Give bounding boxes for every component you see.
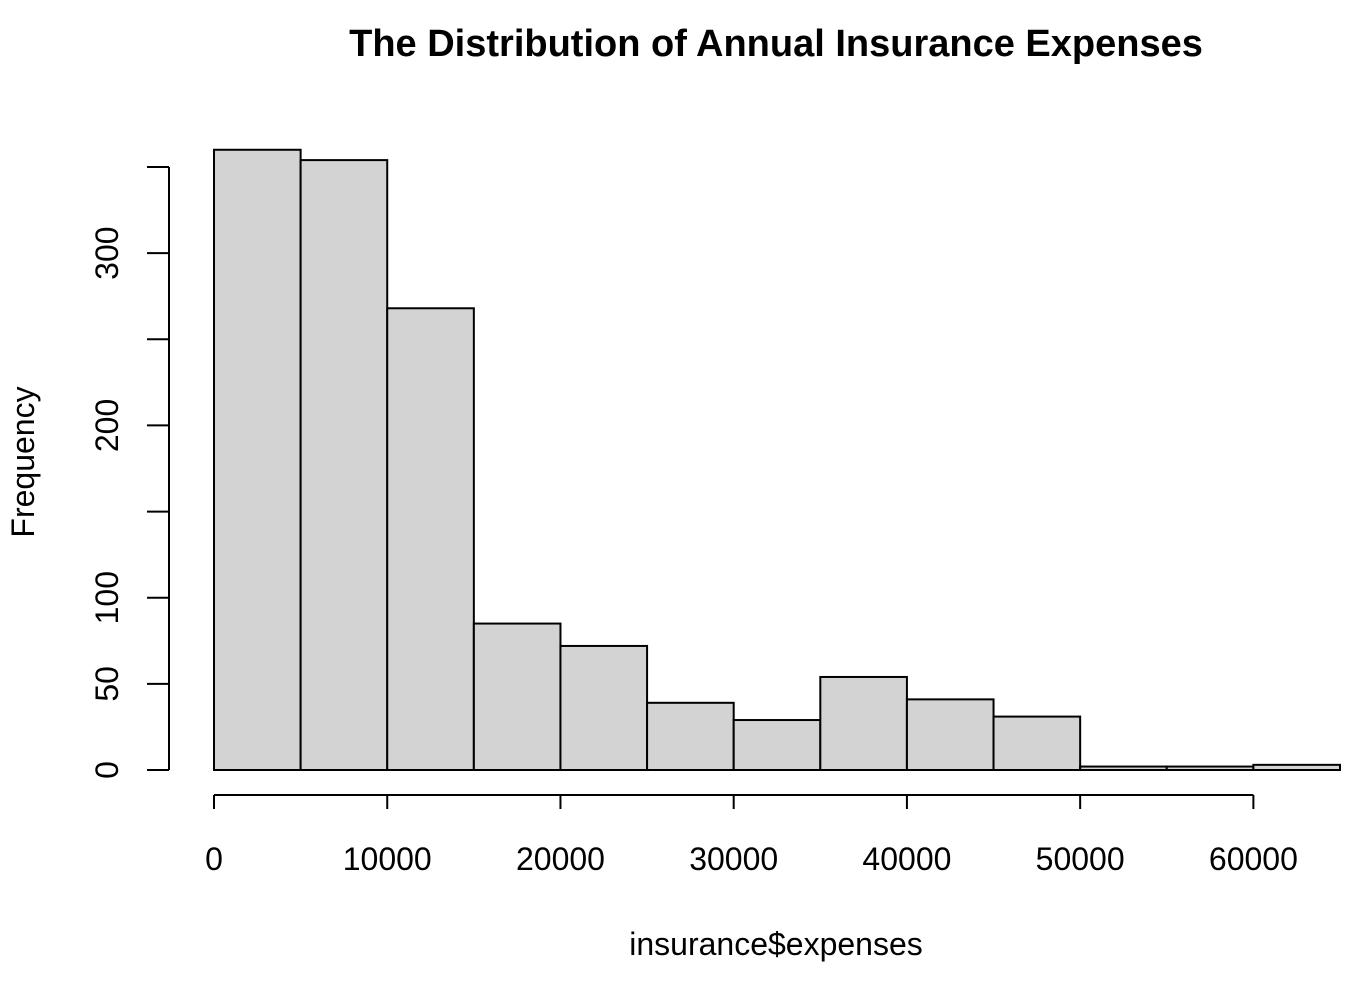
y-tick-label: 50 bbox=[89, 666, 125, 702]
histogram-bar bbox=[386, 307, 475, 771]
y-tick-label: 0 bbox=[89, 761, 125, 779]
histogram-bar bbox=[819, 675, 908, 771]
x-axis-label: insurance$expenses bbox=[629, 926, 923, 962]
chart-title: The Distribution of Annual Insurance Exp… bbox=[349, 23, 1203, 65]
y-tick-label: 200 bbox=[89, 399, 125, 452]
histogram-bar bbox=[905, 698, 995, 771]
x-tick-label: 20000 bbox=[516, 841, 605, 877]
histogram-bar bbox=[1252, 763, 1342, 771]
y-axis: 0 50 100 200 300 bbox=[89, 166, 170, 779]
histogram-bar bbox=[1079, 765, 1168, 771]
histogram-bar bbox=[1165, 765, 1255, 771]
histogram-bar bbox=[646, 701, 735, 772]
bars-group bbox=[213, 148, 1342, 772]
x-tick-label: 10000 bbox=[343, 841, 432, 877]
histogram-bar bbox=[559, 644, 649, 771]
histogram-bar bbox=[732, 719, 822, 772]
y-tick-label: 100 bbox=[89, 571, 125, 624]
y-tick-label: 300 bbox=[89, 226, 125, 279]
histogram-bar bbox=[299, 159, 389, 771]
histogram-bar bbox=[992, 715, 1082, 772]
y-axis-label: Frequency bbox=[5, 386, 41, 537]
histogram-bar bbox=[472, 622, 562, 771]
x-tick-label: 30000 bbox=[689, 841, 778, 877]
histogram-bar bbox=[213, 148, 302, 771]
x-tick-label: 50000 bbox=[1036, 841, 1125, 877]
x-tick-label: 0 bbox=[205, 841, 223, 877]
x-axis: 0 10000 20000 30000 40000 50000 60000 bbox=[205, 794, 1298, 877]
x-tick-label: 60000 bbox=[1209, 841, 1298, 877]
x-tick-label: 40000 bbox=[862, 841, 951, 877]
